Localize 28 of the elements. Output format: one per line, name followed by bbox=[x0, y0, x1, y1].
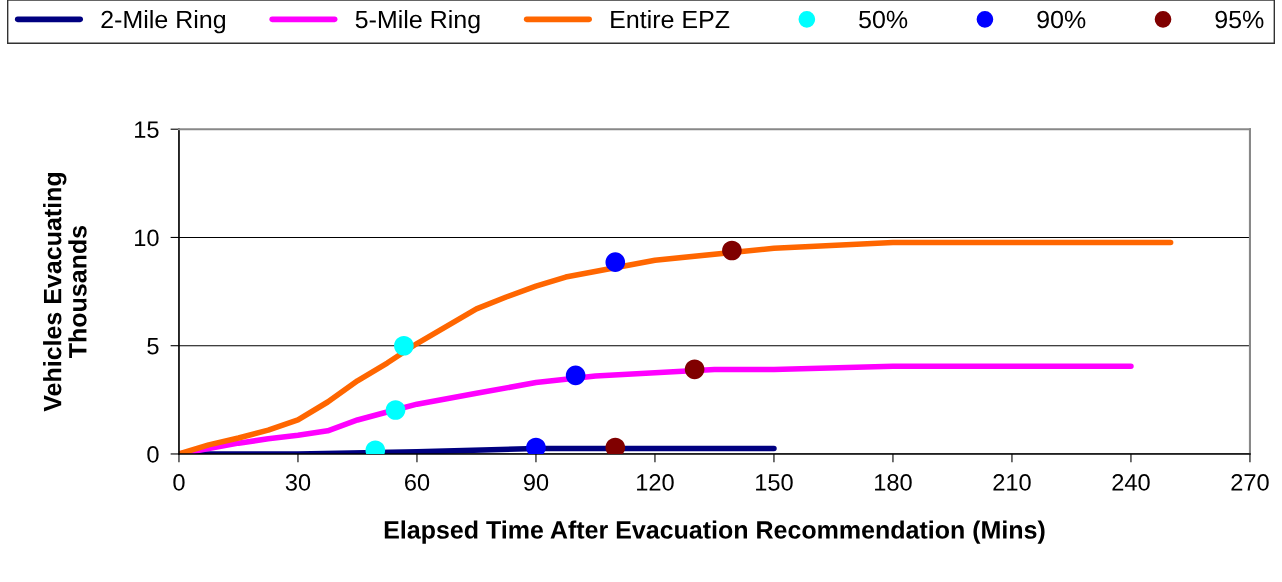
legend-label: 90% bbox=[1037, 10, 1086, 29]
x-tick-label: 60 bbox=[405, 474, 430, 491]
point bbox=[605, 252, 626, 272]
y-tick-label: 0 bbox=[147, 446, 159, 463]
x-tick-label: 120 bbox=[637, 474, 674, 491]
point bbox=[722, 240, 742, 261]
x-tick-label: 270 bbox=[1231, 474, 1269, 491]
x-tick-label: 0 bbox=[173, 474, 185, 491]
point bbox=[385, 400, 406, 420]
x-tick-label: 30 bbox=[285, 474, 311, 491]
x-axis-title: Elapsed Time After Evacuation Recommendation (Mins) bbox=[384, 520, 1045, 544]
point bbox=[394, 335, 414, 356]
y-tick-label: 5 bbox=[147, 338, 159, 355]
legend-label: 50% bbox=[859, 10, 908, 29]
y-tick-label: 10 bbox=[135, 229, 159, 247]
point bbox=[565, 365, 586, 386]
y-axis-title: Vehicles Evacuating Thousands bbox=[43, 173, 87, 412]
legend-label: 2-Mile Ring bbox=[101, 10, 226, 34]
legend-label: 5-Mile Ring bbox=[355, 10, 480, 34]
x-tick-label: 210 bbox=[993, 474, 1031, 491]
legend-label: 95% bbox=[1215, 10, 1264, 29]
point bbox=[684, 359, 705, 380]
x-tick-label: 150 bbox=[756, 474, 793, 491]
x-tick-label: 180 bbox=[875, 474, 912, 491]
y-tick-label: 15 bbox=[135, 121, 159, 138]
x-tick-label: 90 bbox=[523, 474, 549, 491]
x-tick-label: 240 bbox=[1112, 474, 1150, 491]
legend-label: Entire EPZ bbox=[611, 10, 730, 29]
